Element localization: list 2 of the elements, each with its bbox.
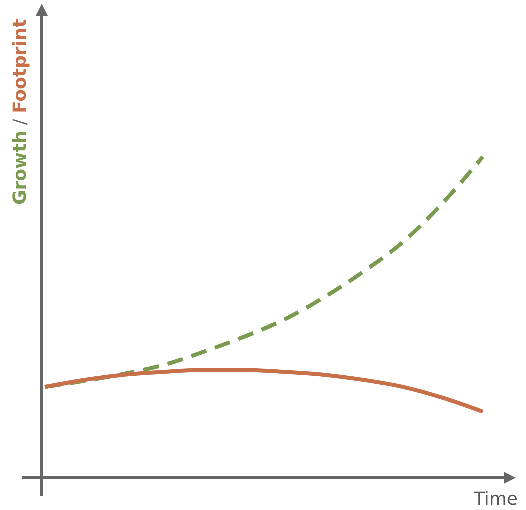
x-axis-title: Time — [472, 489, 518, 510]
y-axis-title: Growth / Footprint — [10, 18, 31, 205]
